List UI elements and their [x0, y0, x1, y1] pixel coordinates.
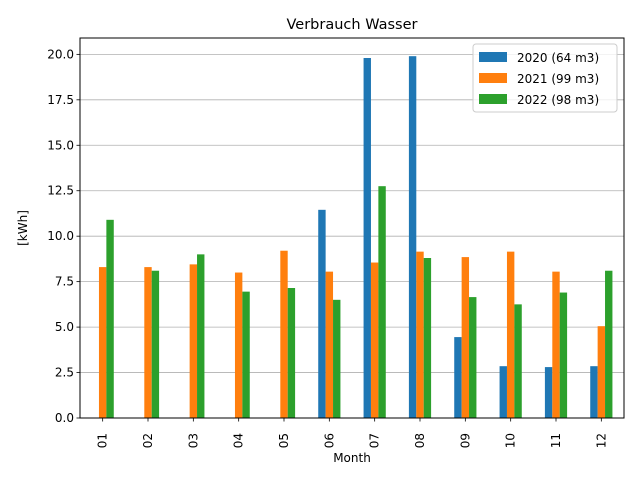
legend-label: 2020 (64 m3)	[517, 51, 599, 65]
legend-swatch	[479, 52, 507, 62]
bars	[98, 56, 613, 418]
x-tick-label: 02	[141, 433, 155, 448]
bar-2021-05	[280, 250, 288, 418]
y-tick-label: 10.0	[47, 229, 74, 243]
y-tick-label: 7.5	[55, 275, 74, 289]
y-tick-label: 20.0	[47, 47, 74, 61]
bar-2022-03	[197, 254, 205, 418]
bar-2021-08	[416, 251, 424, 418]
y-tick-label: 5.0	[55, 320, 74, 334]
y-tick-label: 0.0	[55, 411, 74, 425]
legend-label: 2021 (99 m3)	[517, 72, 599, 86]
bar-2022-07	[378, 186, 386, 418]
bar-2020-09	[454, 337, 462, 418]
chart-title: Verbrauch Wasser	[287, 17, 418, 33]
bar-2022-02	[151, 270, 160, 418]
bar-2022-05	[287, 288, 296, 418]
legend-label: 2022 (98 m3)	[517, 93, 599, 107]
bar-2021-12	[597, 326, 606, 418]
x-tick-label: 04	[232, 433, 246, 448]
x-tick-label: 08	[413, 433, 427, 448]
bar-2021-10	[506, 251, 515, 418]
legend: 2020 (64 m3) 2021 (99 m3) 2022 (98 m3)	[472, 43, 618, 113]
bar-2022-09	[469, 297, 477, 418]
x-tick-label: 03	[186, 433, 200, 448]
x-tick-label: 12	[594, 433, 608, 448]
bar-2022-01	[106, 219, 114, 418]
x-tick-label: 06	[322, 433, 336, 448]
x-tick-label: 11	[549, 433, 563, 448]
x-tick-label: 07	[368, 433, 382, 448]
x-tick-label: 10	[504, 433, 518, 448]
bar-2022-10	[514, 304, 522, 418]
axes: 0.0 2.5 5.0 7.5 10.0 12.5 15.0 17.5 20.0 01 02 03 04…	[47, 47, 608, 448]
bar-2021-04	[234, 272, 243, 418]
bar-2022-04	[242, 291, 250, 418]
bar-2021-06	[325, 271, 334, 418]
bar-2020-07	[363, 58, 371, 418]
plot-frame	[79, 37, 625, 419]
bar-2022-08	[423, 258, 432, 418]
y-tick-label: 12.5	[47, 184, 74, 198]
y-axis-label: [kWh]	[16, 210, 30, 246]
bar-2021-11	[552, 271, 560, 418]
y-tick-label: 17.5	[47, 93, 74, 107]
bar-2021-02	[144, 267, 152, 418]
legend-swatch	[479, 94, 507, 104]
x-tick-label: 05	[277, 433, 291, 448]
bar-2020-06	[318, 209, 326, 418]
bar-2020-08	[408, 56, 417, 418]
bar-2021-01	[98, 267, 107, 418]
y-tick-label: 2.5	[55, 366, 74, 380]
bar-2020-12	[590, 366, 598, 418]
bar-2022-12	[605, 270, 613, 418]
y-tick-label: 15.0	[47, 138, 74, 152]
x-axis-label: Month	[333, 451, 371, 465]
bar-2022-11	[559, 292, 568, 418]
bar-2021-03	[189, 264, 198, 418]
bar-2021-09	[461, 257, 470, 418]
legend-swatch	[479, 73, 507, 83]
bar-2021-07	[370, 262, 379, 418]
bar-2022-06	[333, 299, 341, 418]
legend-box	[472, 43, 618, 113]
x-tick-label: 09	[458, 433, 472, 448]
bar-2020-11	[544, 367, 553, 418]
bar-2020-10	[499, 366, 507, 418]
x-tick-label: 01	[96, 433, 110, 448]
